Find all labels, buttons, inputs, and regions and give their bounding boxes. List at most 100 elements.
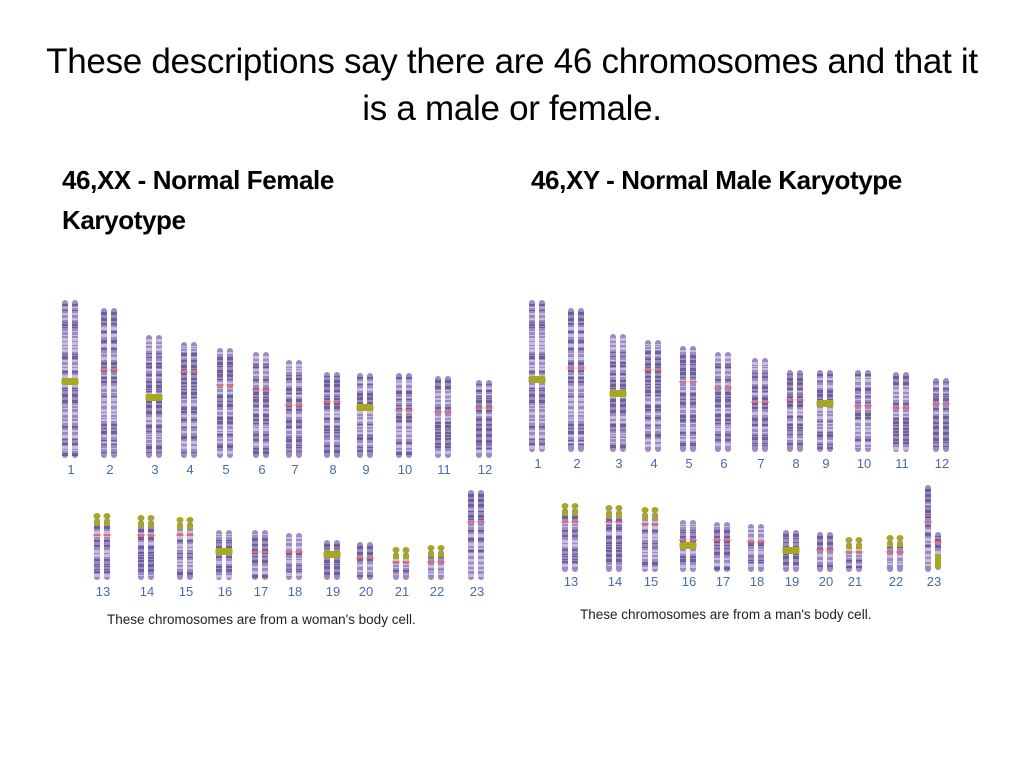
chromosome-label-5: 5	[222, 462, 229, 477]
chromosome-pair-17: 17	[713, 522, 731, 589]
chromosome-pair-12: 12	[475, 380, 493, 477]
chromosome-label-20: 20	[819, 574, 833, 589]
chromosome-label-11: 11	[437, 462, 451, 477]
chromosome-pair-14: 14	[137, 515, 155, 599]
chromosome-label-23: 23	[927, 574, 941, 589]
chromosome-label-21: 21	[848, 574, 862, 589]
chromosome-label-23: 23	[470, 584, 484, 599]
chromosome-label-13: 13	[564, 574, 578, 589]
chromosome-label-6: 6	[258, 462, 265, 477]
chromosome-label-13: 13	[96, 584, 110, 599]
chromosome-label-2: 2	[106, 462, 113, 477]
chromosome-pair-7: 7	[285, 360, 303, 477]
chromosome-label-17: 17	[716, 574, 730, 589]
chromosome-pair-5: 5	[679, 346, 697, 471]
chromosome-pair-9: 9	[356, 373, 374, 477]
chromosome-label-16: 16	[218, 584, 232, 599]
chromosome-label-6: 6	[720, 456, 727, 471]
chromosome-pair-13: 13	[561, 503, 579, 589]
chromosome-label-19: 19	[326, 584, 340, 599]
chromosome-label-12: 12	[478, 462, 492, 477]
chromosome-pair-3: 3	[609, 334, 627, 471]
chromosome-pair-2: 2	[100, 308, 118, 477]
chromosome-label-19: 19	[785, 574, 799, 589]
chromosome-pair-23: 23	[467, 490, 485, 599]
chromosome-pair-2: 2	[567, 308, 585, 471]
slide-title: These descriptions say there are 46 chro…	[46, 42, 978, 128]
chromosome-label-5: 5	[685, 456, 692, 471]
chromosome-pair-21: 21	[392, 547, 410, 599]
female-karyotype-caption: These chromosomes are from a woman's bod…	[107, 612, 416, 627]
chromosome-label-1: 1	[67, 462, 74, 477]
chromosome-pair-20: 20	[356, 542, 374, 599]
chromosome-label-15: 15	[644, 574, 658, 589]
chromosome-pair-9: 9	[816, 370, 834, 471]
chromosome-label-2: 2	[573, 456, 580, 471]
chromosome-pair-13: 13	[93, 513, 111, 599]
chromosome-pair-4: 4	[644, 340, 662, 471]
chromosome-pair-15: 15	[176, 517, 194, 599]
chromosome-pair-11: 11	[434, 376, 452, 477]
chromosome-label-21: 21	[395, 584, 409, 599]
chromosome-pair-16: 16	[215, 530, 233, 599]
chromosome-pair-7: 7	[751, 358, 769, 471]
chromosome-label-3: 3	[615, 456, 622, 471]
chromosome-label-22: 22	[430, 584, 444, 599]
chromosome-pair-18: 18	[747, 524, 765, 589]
chromosome-label-4: 4	[186, 462, 193, 477]
chromosome-pair-19: 19	[782, 530, 800, 589]
chromosome-pair-22: 22	[886, 535, 904, 589]
chromosome-label-10: 10	[398, 462, 412, 477]
chromosome-pair-15: 15	[641, 507, 659, 589]
chromosome-pair-23: 23	[924, 485, 942, 589]
chromosome-label-20: 20	[359, 584, 373, 599]
chromosome-pair-10: 10	[395, 373, 413, 477]
chromosome-pair-11: 11	[892, 372, 910, 471]
chromosome-label-8: 8	[792, 456, 799, 471]
male-karyotype-heading: 46,XY - Normal Male Karyotype	[531, 165, 902, 195]
chromosome-label-4: 4	[650, 456, 657, 471]
chromosome-pair-1: 1	[528, 300, 546, 471]
chromosome-label-7: 7	[757, 456, 764, 471]
chromosome-pair-3: 3	[145, 335, 163, 477]
chromosome-label-9: 9	[822, 456, 829, 471]
chromosome-pair-8: 8	[323, 372, 341, 477]
chromosome-pair-18: 18	[285, 533, 303, 599]
chromosome-pair-4: 4	[180, 342, 198, 477]
female-karyotype-figure: 1 2 3 4 5 6 7 8 9 10 11 12 13 14 15 16 17 18 19 20 21 22 23 Th…	[55, 290, 505, 635]
male-karyotype-figure: 1 2 3 4 5 6 7 8 9 10 11 12 13 14 15 16 17 18 19 20 21 22 23 Th…	[522, 290, 962, 630]
chromosome-pair-8: 8	[786, 370, 804, 471]
chromosome-pair-1: 1	[61, 300, 79, 477]
female-karyotype-heading: 46,XX - Normal Female Karyotype	[62, 165, 334, 235]
chromosome-pair-6: 6	[252, 352, 270, 477]
chromosome-label-3: 3	[151, 462, 158, 477]
chromosome-pair-22: 22	[427, 545, 445, 599]
chromosome-label-14: 14	[608, 574, 622, 589]
chromosome-pair-12: 12	[932, 378, 950, 471]
chromosome-pair-10: 10	[854, 370, 872, 471]
chromosome-label-18: 18	[750, 574, 764, 589]
chromosome-pair-5: 5	[216, 348, 234, 477]
chromosome-label-14: 14	[140, 584, 154, 599]
chromosome-label-16: 16	[682, 574, 696, 589]
chromosome-pair-6: 6	[714, 352, 732, 471]
chromosome-label-9: 9	[362, 462, 369, 477]
chromosome-pair-14: 14	[605, 505, 623, 589]
chromosome-label-10: 10	[857, 456, 871, 471]
chromosome-pair-16: 16	[679, 520, 697, 589]
chromosome-label-11: 11	[895, 456, 909, 471]
chromosome-label-17: 17	[254, 584, 268, 599]
chromosome-pair-20: 20	[816, 532, 834, 589]
chromosome-label-12: 12	[935, 456, 949, 471]
chromosome-label-22: 22	[889, 574, 903, 589]
chromosome-label-15: 15	[179, 584, 193, 599]
chromosome-label-7: 7	[291, 462, 298, 477]
chromosome-pair-19: 19	[323, 540, 341, 599]
male-karyotype-caption: These chromosomes are from a man's body …	[580, 607, 872, 622]
chromosome-label-18: 18	[288, 584, 302, 599]
chromosome-pair-17: 17	[251, 530, 269, 599]
chromosome-label-1: 1	[534, 456, 541, 471]
chromosome-pair-21: 21	[845, 537, 863, 589]
